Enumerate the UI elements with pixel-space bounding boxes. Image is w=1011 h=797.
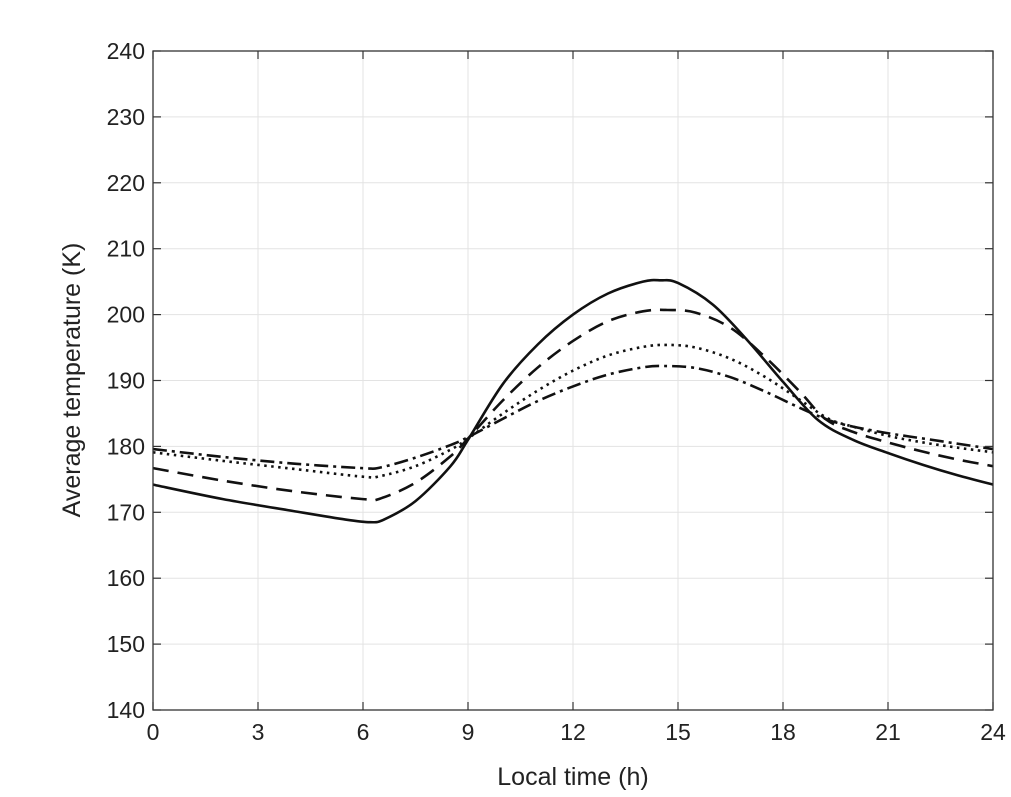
series-lines — [152, 278, 994, 524]
y-tick-label: 200 — [107, 302, 145, 328]
x-tick-label: 18 — [770, 719, 796, 745]
x-tick-label: 12 — [560, 719, 586, 745]
series-line-dash-dot — [152, 364, 994, 471]
y-tick-label: 140 — [107, 697, 145, 723]
x-tick-label: 0 — [147, 719, 160, 745]
y-tick-label: 150 — [107, 631, 145, 657]
x-tick-labels: 0 3 6 9 12 15 18 21 24 — [147, 719, 1006, 745]
y-tick-label: 220 — [107, 170, 145, 196]
y-tick-label: 170 — [107, 499, 145, 525]
x-tick-label: 3 — [252, 719, 265, 745]
y-tick-label: 210 — [107, 236, 145, 262]
y-axis-label: Average temperature (K) — [58, 243, 86, 518]
x-tick-label: 15 — [665, 719, 691, 745]
y-tick-label: 240 — [107, 38, 145, 64]
y-tick-labels: 140 150 160 170 180 190 200 210 220 230 240 — [107, 38, 145, 723]
y-tick-label: 180 — [107, 433, 145, 459]
x-tick-label: 6 — [357, 719, 370, 745]
x-axis-label: Local time (h) — [497, 763, 648, 791]
x-tick-label: 21 — [875, 719, 901, 745]
series-line-solid — [152, 278, 994, 524]
axis-ticks — [152, 50, 994, 711]
series-line-dashed — [152, 308, 994, 502]
y-tick-label: 230 — [107, 104, 145, 130]
y-tick-label: 160 — [107, 565, 145, 591]
x-tick-label: 9 — [462, 719, 475, 745]
y-tick-label: 190 — [107, 368, 145, 394]
x-tick-label: 24 — [980, 719, 1006, 745]
